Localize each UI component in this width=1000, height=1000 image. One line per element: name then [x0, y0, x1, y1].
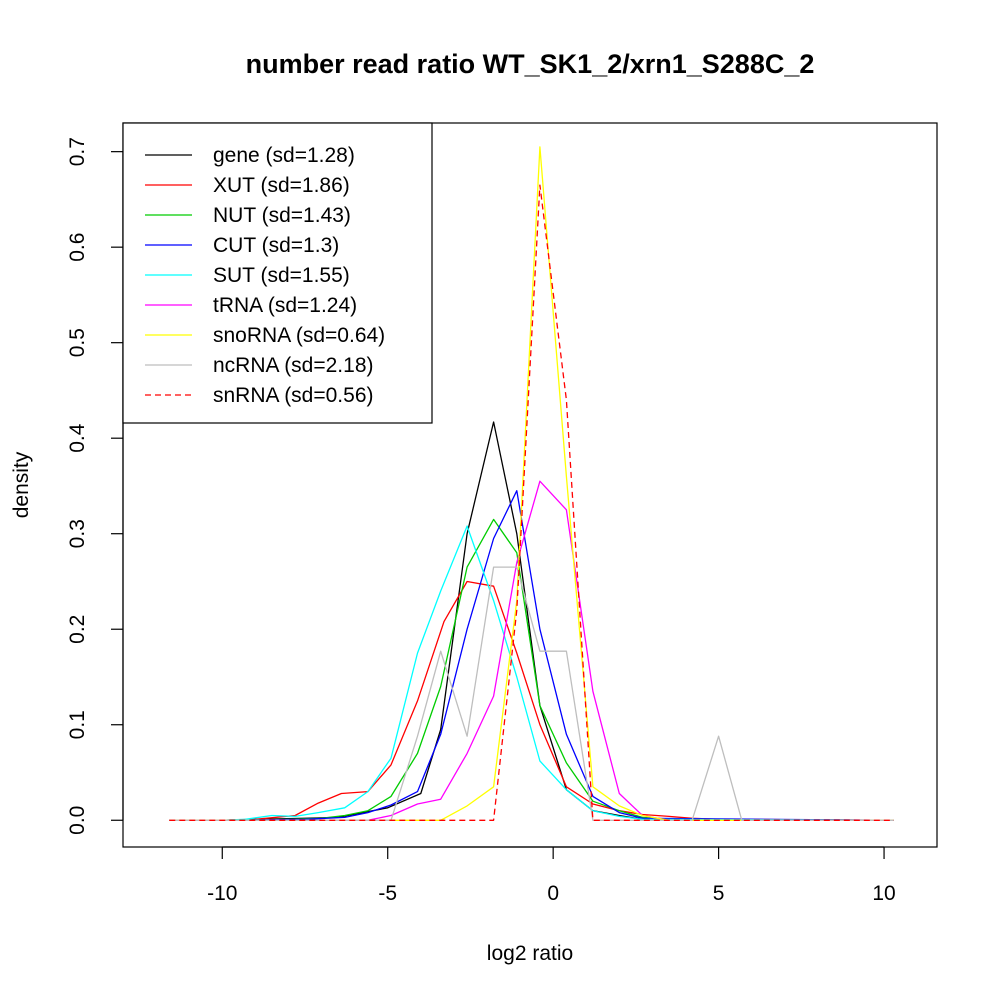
- x-tick-label: 0: [547, 882, 559, 905]
- x-tick-label: 5: [713, 882, 725, 905]
- series-line-8: [169, 184, 894, 821]
- x-tick-label: -10: [207, 882, 237, 905]
- legend-label-5: tRNA (sd=1.24): [213, 294, 357, 317]
- y-tick-label: 0.6: [66, 233, 89, 262]
- y-tick-label: 0.5: [66, 328, 89, 357]
- x-axis: -10 -5 0 5 10: [207, 846, 896, 905]
- series-line-4: [169, 525, 895, 821]
- legend-label-0: gene (sd=1.28): [213, 144, 355, 167]
- y-tick-label: 0.4: [66, 423, 89, 453]
- legend-box: [122, 122, 433, 424]
- legend-label-6: snoRNA (sd=0.64): [213, 324, 385, 347]
- series-line-7: [169, 566, 894, 821]
- y-tick-label: 0.7: [66, 137, 89, 166]
- legend-label-2: NUT (sd=1.43): [213, 204, 351, 227]
- series-line-3: [169, 490, 895, 821]
- y-tick-label: 0.0: [66, 806, 89, 835]
- y-tick-label: 0.3: [66, 519, 89, 548]
- legend-label-7: ncRNA (sd=2.18): [213, 354, 374, 377]
- x-tick-label: 10: [872, 882, 895, 905]
- series-layer: [169, 146, 895, 821]
- legend: gene (sd=1.28) XUT (sd=1.86) NUT (sd=1.43)…: [122, 122, 433, 424]
- x-tick-label: -5: [378, 882, 397, 905]
- y-axis-label: density: [10, 451, 33, 518]
- series-line-6: [169, 146, 894, 821]
- legend-label-3: CUT (sd=1.3): [213, 234, 339, 257]
- legend-label-8: snRNA (sd=0.56): [213, 384, 374, 407]
- x-axis-label: log2 ratio: [487, 942, 573, 965]
- legend-label-4: SUT (sd=1.55): [213, 264, 350, 287]
- y-tick-label: 0.1: [66, 710, 89, 739]
- chart-title: number read ratio WT_SK1_2/xrn1_S288C_2: [246, 49, 815, 79]
- series-line-5: [169, 480, 894, 821]
- legend-label-1: XUT (sd=1.86): [213, 174, 350, 197]
- y-axis: 0.0 0.1 0.2 0.3 0.4 0.5 0.6 0.7: [66, 137, 124, 835]
- y-tick-label: 0.2: [66, 615, 89, 644]
